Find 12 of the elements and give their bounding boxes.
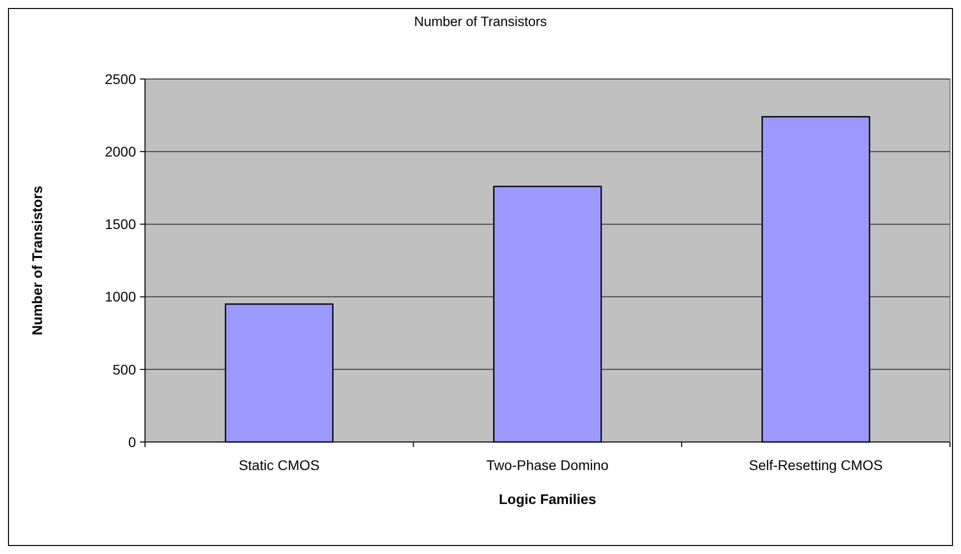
x-tick-label: Self-Resetting CMOS [748,457,883,473]
y-tick-label: 2000 [104,144,136,160]
y-tick-label: 2500 [104,70,136,87]
y-tick-label: 1000 [104,288,136,305]
y-tick-label: 500 [112,361,136,378]
x-axis-title: Logic Families [498,491,596,507]
y-tick-label: 1500 [104,216,136,232]
y-axis-title: Number of Transistors [29,186,45,336]
y-tick-label: 0 [128,434,136,450]
chart-title: Number of Transistors [414,14,548,29]
x-tick-label: Static CMOS [238,457,320,473]
x-tick-label: Two-Phase Domino [486,457,609,473]
